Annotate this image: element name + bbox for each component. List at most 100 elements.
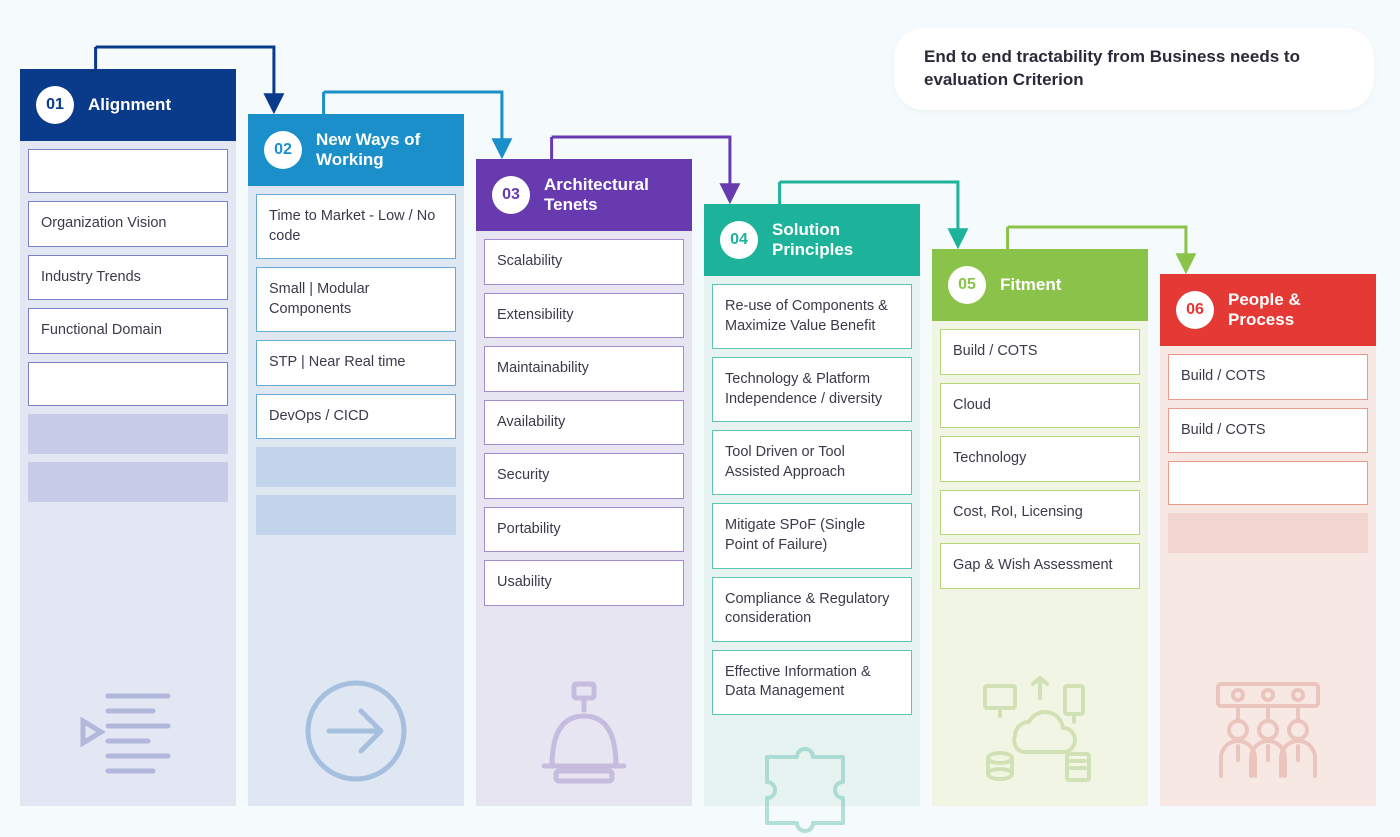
badge-number: 01 xyxy=(46,96,64,114)
list-item: Build / COTS xyxy=(1168,354,1368,400)
column-title-06: People & Process xyxy=(1228,290,1360,331)
column-header-04: 04 Solution Principles xyxy=(704,204,920,276)
column-body-05: Build / COTS Cloud Technology Cost, RoI, Li… xyxy=(932,321,1148,656)
list-item: Build / COTS xyxy=(1168,408,1368,454)
list-item-label: Effective Information & Data Management xyxy=(725,663,899,702)
list-item-label: Functional Domain xyxy=(41,321,162,341)
column-body-04: Re-use of Components & Maximize Value Be… xyxy=(704,276,920,727)
column-01: 01 Alignment Organization Vision Industry T… xyxy=(20,69,236,806)
column-header-03: 03 Architectural Tenets xyxy=(476,159,692,231)
column-icon-06 xyxy=(1160,656,1376,806)
list-item-label: Portability xyxy=(497,520,561,540)
list-item-label: Cost, RoI, Licensing xyxy=(953,503,1083,523)
column-icon-04 xyxy=(704,727,920,837)
column-02: 02 New Ways of Working Time to Market - Lo… xyxy=(248,114,464,806)
list-item-label: Technology & Platform Independence / div… xyxy=(725,370,899,409)
list-item-label: Build / COTS xyxy=(1181,421,1266,441)
column-05: 05 Fitment Build / COTS Cloud Technology Cost… xyxy=(932,249,1148,806)
column-badge-02: 02 xyxy=(264,131,302,169)
filler-block xyxy=(1168,513,1368,553)
list-item xyxy=(1168,461,1368,505)
filler-block xyxy=(28,414,228,454)
list-item: Technology & Platform Independence / div… xyxy=(712,357,912,422)
list-item-label: Compliance & Regulatory consideration xyxy=(725,590,899,629)
columns-container: 01 Alignment Organization Vision Industry T… xyxy=(20,69,1376,806)
column-badge-05: 05 xyxy=(948,266,986,304)
list-item: Mitigate SPoF (Single Point of Failure) xyxy=(712,503,912,568)
column-icon-03 xyxy=(476,656,692,806)
badge-number: 05 xyxy=(958,276,976,294)
column-title-05: Fitment xyxy=(1000,275,1061,295)
list-item: Small | Modular Components xyxy=(256,267,456,332)
column-header-05: 05 Fitment xyxy=(932,249,1148,321)
column-header-02: 02 New Ways of Working xyxy=(248,114,464,186)
list-item: Industry Trends xyxy=(28,255,228,301)
list-item: Maintainability xyxy=(484,346,684,392)
column-title-03: Architectural Tenets xyxy=(544,175,676,216)
list-item-label: Time to Market - Low / No code xyxy=(269,207,443,246)
list-item: DevOps / CICD xyxy=(256,394,456,440)
badge-number: 06 xyxy=(1186,301,1204,319)
filler-block xyxy=(256,447,456,487)
list-item xyxy=(28,362,228,406)
list-item-label: Availability xyxy=(497,413,565,433)
list-item-label: Mitigate SPoF (Single Point of Failure) xyxy=(725,516,899,555)
list-item: Time to Market - Low / No code xyxy=(256,194,456,259)
list-item-label: Tool Driven or Tool Assisted Approach xyxy=(725,443,899,482)
column-header-01: 01 Alignment xyxy=(20,69,236,141)
list-item-label: Maintainability xyxy=(497,359,589,379)
list-item-label: Industry Trends xyxy=(41,268,141,288)
list-item: Tool Driven or Tool Assisted Approach xyxy=(712,430,912,495)
list-item: Functional Domain xyxy=(28,308,228,354)
badge-number: 04 xyxy=(730,231,748,249)
column-badge-04: 04 xyxy=(720,221,758,259)
list-item: Extensibility xyxy=(484,293,684,339)
list-item: Scalability xyxy=(484,239,684,285)
list-item: STP | Near Real time xyxy=(256,340,456,386)
column-body-03: Scalability Extensibility Maintainability A… xyxy=(476,231,692,656)
list-item: Effective Information & Data Management xyxy=(712,650,912,715)
filler-block xyxy=(28,462,228,502)
column-03: 03 Architectural Tenets Scalability Extensi… xyxy=(476,159,692,806)
column-badge-01: 01 xyxy=(36,86,74,124)
list-item-label: Build / COTS xyxy=(1181,367,1266,387)
list-item-label: Small | Modular Components xyxy=(269,280,443,319)
column-header-06: 06 People & Process xyxy=(1160,274,1376,346)
column-title-01: Alignment xyxy=(88,95,171,115)
column-body-02: Time to Market - Low / No code Small | Mo… xyxy=(248,186,464,656)
column-04: 04 Solution Principles Re-use of Component… xyxy=(704,204,920,806)
column-badge-03: 03 xyxy=(492,176,530,214)
filler-block xyxy=(256,495,456,535)
list-item-label: Build / COTS xyxy=(953,342,1038,362)
list-item: Security xyxy=(484,453,684,499)
list-item: Portability xyxy=(484,507,684,553)
list-item xyxy=(28,149,228,193)
badge-number: 03 xyxy=(502,186,520,204)
list-item-label: STP | Near Real time xyxy=(269,353,405,373)
list-item-label: Organization Vision xyxy=(41,214,166,234)
list-item-label: Usability xyxy=(497,573,552,593)
list-item: Compliance & Regulatory consideration xyxy=(712,577,912,642)
list-item: Cloud xyxy=(940,383,1140,429)
list-item: Build / COTS xyxy=(940,329,1140,375)
column-title-02: New Ways of Working xyxy=(316,130,448,171)
list-item-label: DevOps / CICD xyxy=(269,407,369,427)
list-item-label: Gap & Wish Assessment xyxy=(953,556,1113,576)
column-icon-01 xyxy=(20,656,236,806)
list-item-label: Security xyxy=(497,466,549,486)
list-item-label: Technology xyxy=(953,449,1026,469)
column-06: 06People & ProcessBuild / COTSBuild / CO… xyxy=(1160,274,1376,806)
column-body-01: Organization Vision Industry Trends Functi… xyxy=(20,141,236,656)
list-item: Organization Vision xyxy=(28,201,228,247)
column-body-06: Build / COTS Build / COTS xyxy=(1160,346,1376,656)
list-item: Cost, RoI, Licensing xyxy=(940,490,1140,536)
column-title-04: Solution Principles xyxy=(772,220,904,261)
list-item: Availability xyxy=(484,400,684,446)
list-item: Re-use of Components & Maximize Value Be… xyxy=(712,284,912,349)
list-item-label: Scalability xyxy=(497,252,562,272)
list-item-label: Cloud xyxy=(953,396,991,416)
list-item-label: Extensibility xyxy=(497,306,574,326)
badge-number: 02 xyxy=(274,141,292,159)
column-badge-06: 06 xyxy=(1176,291,1214,329)
list-item: Technology xyxy=(940,436,1140,482)
